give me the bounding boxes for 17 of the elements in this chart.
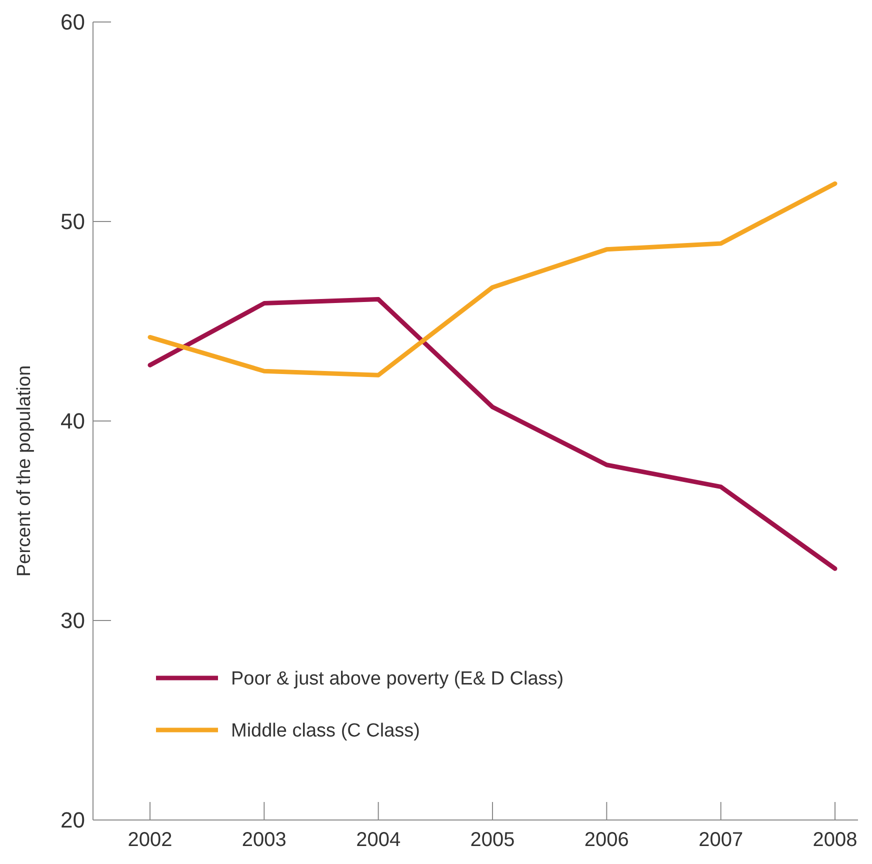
y-tick-label: 40 (60, 408, 85, 434)
y-tick-label: 50 (60, 209, 85, 234)
y-tick-label: 20 (60, 808, 85, 833)
x-tick-label: 2005 (470, 829, 515, 851)
legend-label: Middle class (C Class) (231, 720, 420, 742)
legend-label: Poor & just above poverty (E& D Class) (231, 668, 564, 690)
line-series (148, 181, 838, 378)
x-tick-label: 2004 (356, 829, 401, 851)
y-tick-label: 60 (60, 10, 85, 35)
y-tick-label: 30 (60, 608, 85, 634)
x-tick-label: 2002 (128, 829, 172, 851)
x-tick-label: 2006 (584, 829, 629, 851)
x-tick-label: 2003 (242, 829, 286, 851)
x-tick-label: 2007 (698, 829, 744, 851)
line-series (148, 297, 838, 571)
y-axis-title: Percent of the population (14, 365, 35, 577)
x-tick-label: 2008 (812, 829, 858, 851)
